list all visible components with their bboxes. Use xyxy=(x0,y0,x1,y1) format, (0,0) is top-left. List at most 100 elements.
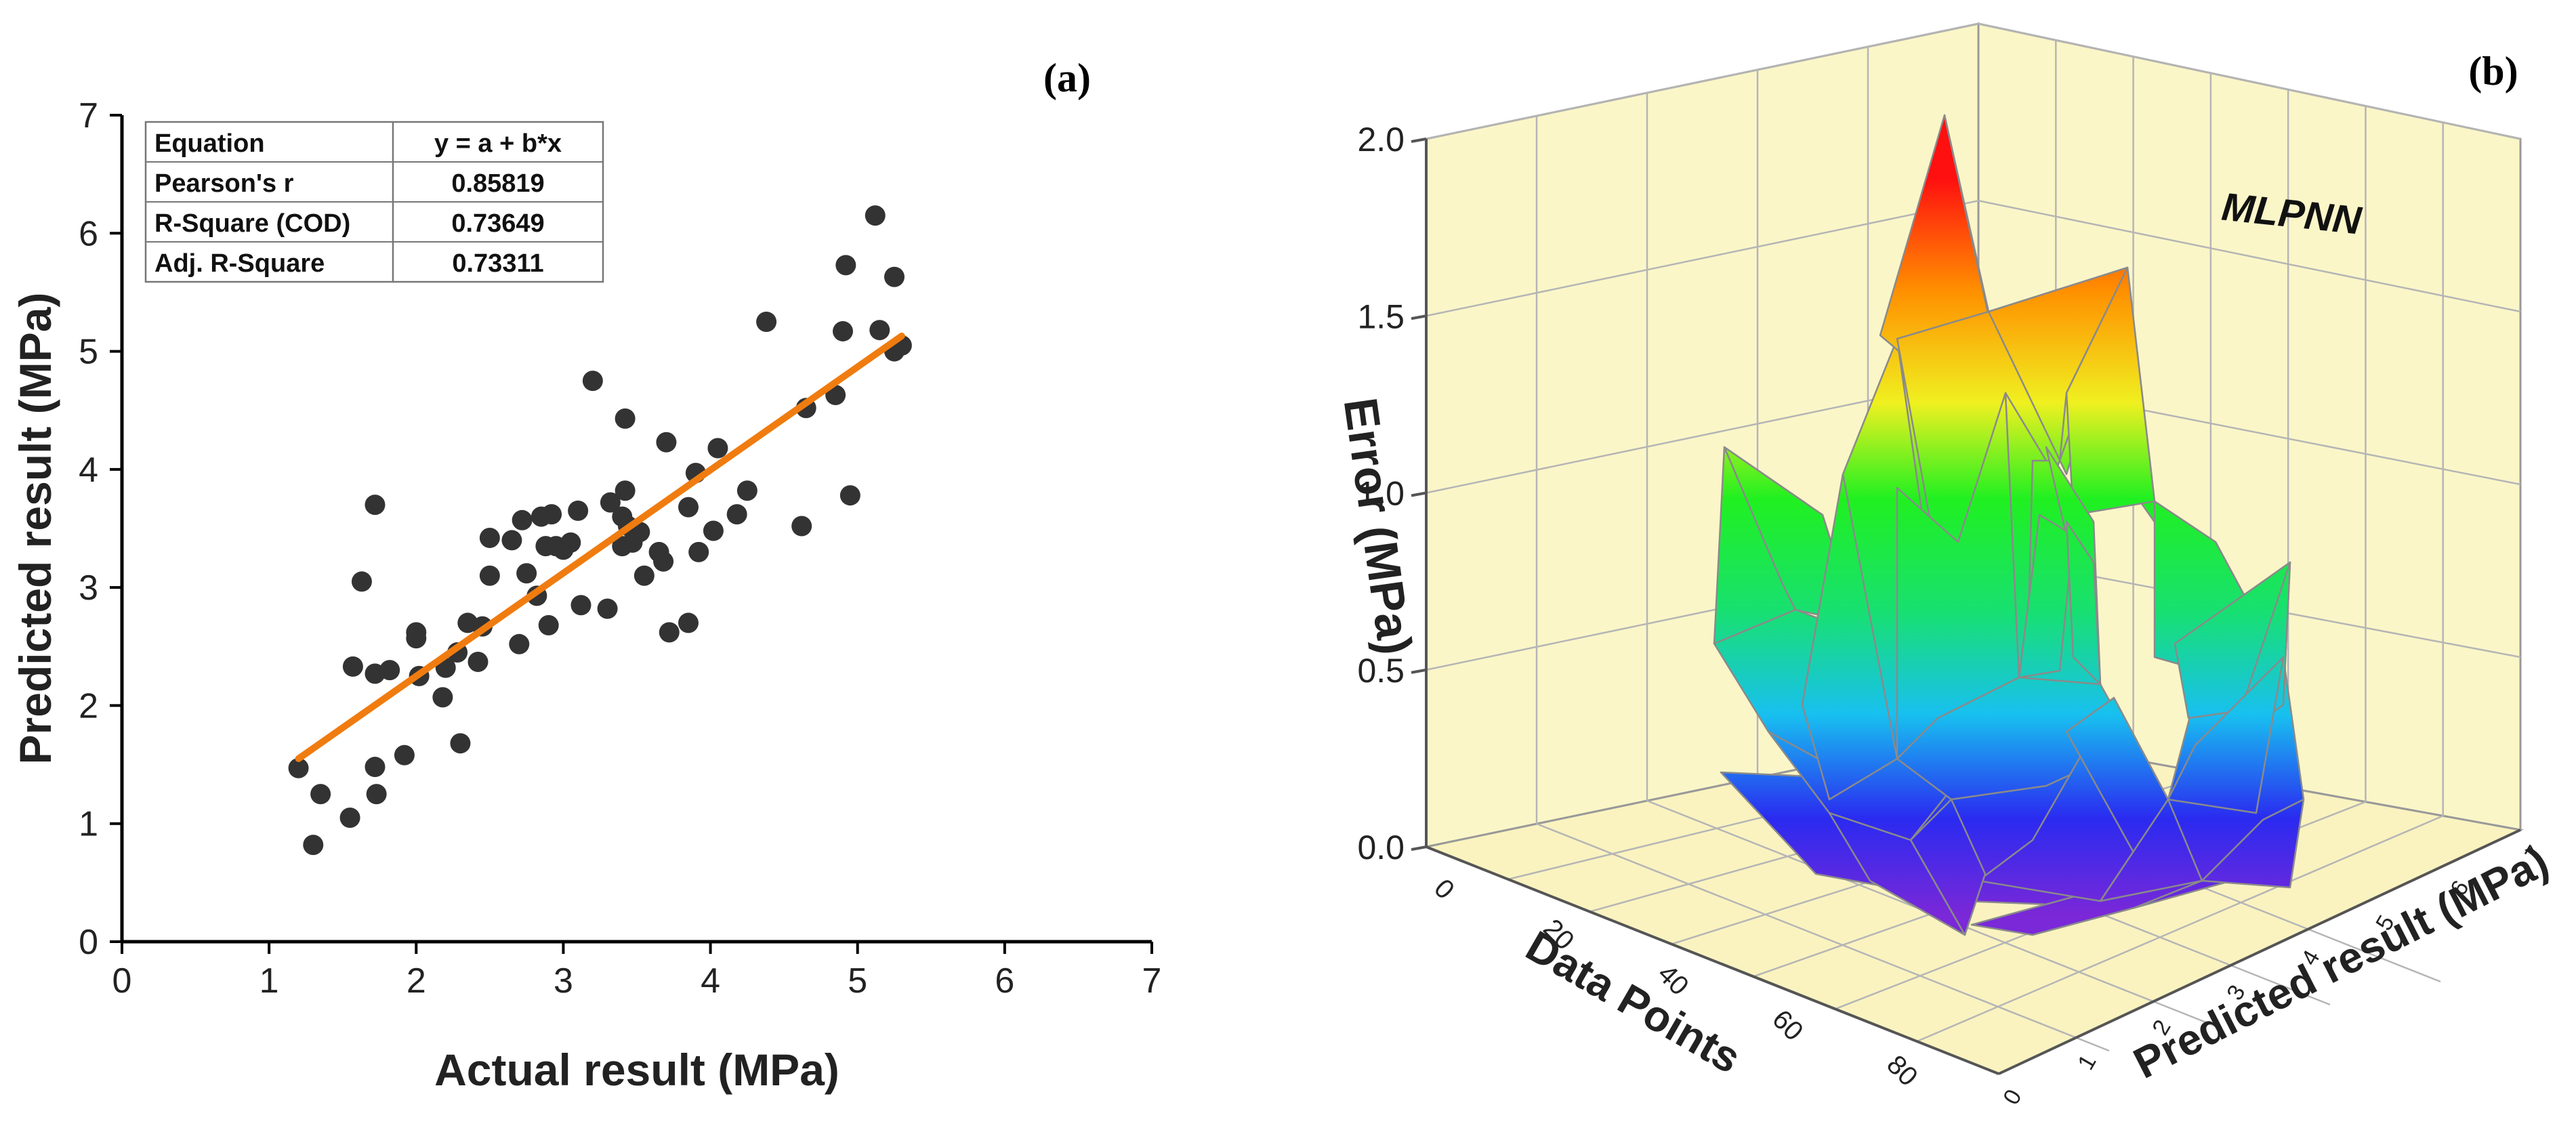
scatter-point xyxy=(468,651,489,672)
x-tick-label: 2 xyxy=(407,961,426,1001)
scatter-point xyxy=(839,485,860,506)
scatter-points xyxy=(288,205,912,856)
scatter-point xyxy=(884,266,905,287)
y-tick-label: 3 xyxy=(79,568,98,608)
surface-facet xyxy=(1828,812,1966,936)
scatter-point xyxy=(756,312,777,332)
scatter-point xyxy=(365,757,386,778)
y-tick-label: 2 xyxy=(79,686,98,726)
scatter-point xyxy=(865,205,886,226)
stats-value-adj-r-square: 0.73311 xyxy=(452,249,543,278)
stats-value-r-square: 0.73649 xyxy=(451,209,544,238)
scatter-point xyxy=(615,408,636,429)
scatter-panel: (a) 0 1 2 3 4 5 6 7 0 1 2 3 4 5 6 7 Actual result (MPa… xyxy=(10,56,1161,1095)
scatter-point xyxy=(406,628,427,649)
scatter-point xyxy=(303,835,324,856)
x-tick-label-3d: 0 xyxy=(1428,873,1460,905)
scatter-point xyxy=(512,509,533,530)
scatter-point xyxy=(560,532,581,553)
x-tick-label: 4 xyxy=(701,961,720,1001)
surface-facet xyxy=(2167,656,2285,814)
y-tick-label: 5 xyxy=(79,333,98,372)
scatter-point xyxy=(432,687,453,708)
stats-value-equation: y = a + b*x xyxy=(434,129,562,158)
x-tick-label: 5 xyxy=(848,961,867,1001)
grid-line xyxy=(1916,815,2444,1043)
x-tick-label-3d: 80 xyxy=(1881,1049,1924,1092)
stats-value-pearson: 0.85819 xyxy=(451,169,544,198)
grid-line xyxy=(1426,22,2521,140)
scatter-point xyxy=(339,808,360,828)
grid-line xyxy=(1536,822,2110,1052)
y-tick-label: 1 xyxy=(79,805,98,844)
panel-label-a: (a) xyxy=(1043,56,1091,100)
scatter-point xyxy=(501,530,522,551)
y-tick-label: 4 xyxy=(79,451,98,490)
z-ticks: 0.0 0.5 1.0 1.5 2.0 xyxy=(1357,121,1427,866)
y-tick-label: 0 xyxy=(79,923,98,962)
scatter-point xyxy=(365,495,386,516)
scatter-point xyxy=(597,598,618,619)
scatter-point xyxy=(509,633,530,654)
z-tick-label: 0.5 xyxy=(1357,652,1405,690)
z-tick-mark xyxy=(1411,491,1427,497)
scatter-point xyxy=(633,565,655,586)
z-tick-label: 1.0 xyxy=(1357,475,1405,513)
scatter-point xyxy=(659,622,680,643)
scatter-point xyxy=(688,541,709,562)
scatter-point xyxy=(653,551,674,572)
stats-table: Equation y = a + b*x Pearson's r 0.85819… xyxy=(144,121,604,283)
scatter-point xyxy=(450,733,471,754)
scatter-point xyxy=(379,660,400,681)
x-tick-label: 0 xyxy=(112,961,132,1001)
scatter-point xyxy=(678,612,699,633)
scatter-point xyxy=(570,595,591,616)
scatter-point xyxy=(726,504,747,525)
panel-label-b: (b) xyxy=(2468,49,2518,93)
scatter-point xyxy=(600,492,621,513)
fit-line xyxy=(295,332,905,762)
grid-line xyxy=(1426,199,2521,317)
scatter-point xyxy=(869,320,890,341)
y-axis-line-3d xyxy=(1998,829,2521,1075)
scatter-point xyxy=(479,565,500,586)
z-tick-mark xyxy=(1411,668,1427,674)
scatter-point xyxy=(703,520,724,541)
scatter-point xyxy=(538,614,559,635)
scatter-point xyxy=(736,480,757,501)
x-axis-label: Actual result (MPa) xyxy=(434,1045,839,1095)
scatter-point xyxy=(351,571,372,592)
y-axis-label: Predicted result (MPa) xyxy=(10,293,60,765)
y-tick-label-3d: 0 xyxy=(1998,1085,2027,1109)
z-tick-mark xyxy=(1411,845,1427,851)
scatter-point xyxy=(516,563,537,584)
surface-facet xyxy=(2099,798,2203,902)
x-tick-label: 7 xyxy=(1142,961,1162,1001)
scatter-point xyxy=(707,438,728,459)
x-tick-label: 1 xyxy=(259,961,279,1001)
scatter-point xyxy=(479,527,500,548)
y-tick-label-3d: 1 xyxy=(2073,1050,2101,1074)
stats-label-equation: Equation xyxy=(154,129,265,158)
scatter-point xyxy=(615,480,636,501)
z-tick-mark xyxy=(1411,314,1427,320)
scatter-point xyxy=(541,504,562,525)
error-surface xyxy=(1713,114,2305,936)
scatter-point xyxy=(791,516,812,537)
scatter-point xyxy=(288,757,309,778)
stats-label-r-square: R-Square (COD) xyxy=(154,209,350,238)
surface-facet xyxy=(2201,798,2305,889)
scatter-point xyxy=(833,320,853,341)
z-tick-label: 1.5 xyxy=(1357,297,1405,335)
x-axis-line-3d xyxy=(1426,845,1999,1075)
surface-facet xyxy=(2018,514,2075,679)
scatter-point xyxy=(678,497,699,518)
scatter-point xyxy=(582,371,603,392)
y-tick-label: 7 xyxy=(79,96,98,135)
y-ticks: 0 1 2 3 4 5 6 7 xyxy=(79,96,122,962)
scatter-point xyxy=(835,255,856,276)
z-tick-mark xyxy=(1411,138,1427,143)
x-tick-label: 6 xyxy=(995,961,1014,1001)
stats-label-adj-r-square: Adj. R-Square xyxy=(154,249,325,278)
